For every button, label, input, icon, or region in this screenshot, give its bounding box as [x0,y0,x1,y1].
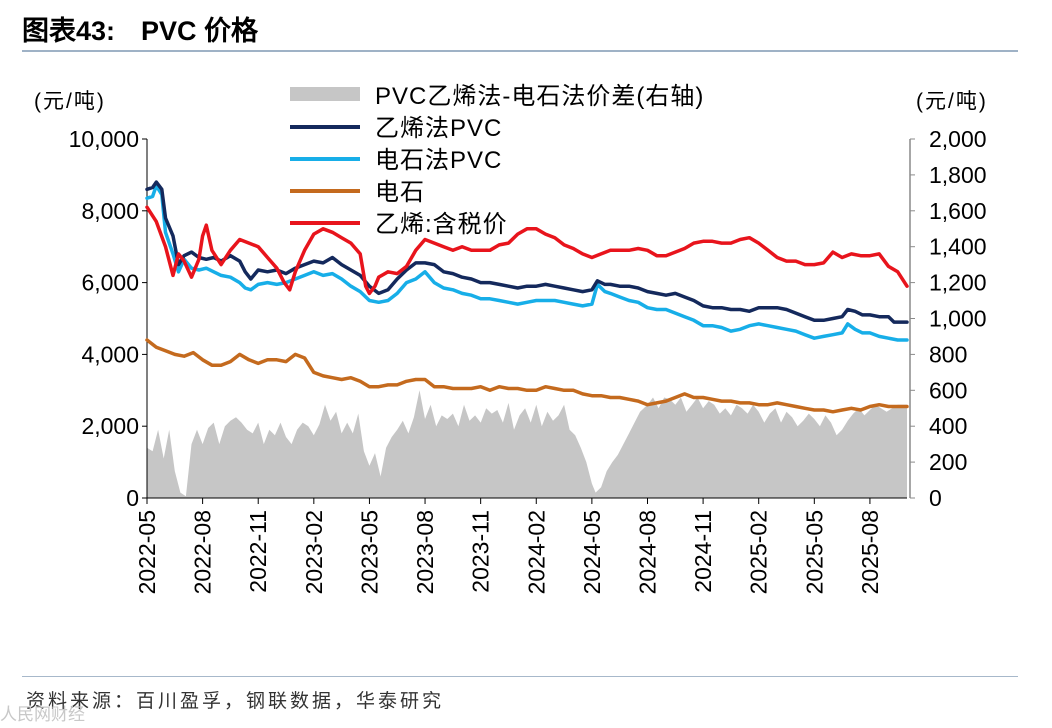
legend-label: 电石法PVC [375,147,502,174]
spread-area [147,390,907,498]
y-right-tick-label: 1,400 [929,234,987,260]
source-note: 资料来源：百川盈孚，钢联数据，华泰研究 [26,691,445,712]
x-tick-label: 2025-08 [857,510,883,594]
y-left-tick-label: 8,000 [81,198,139,224]
x-tick-label: 2025-05 [801,510,827,594]
legend-label: 电石 [375,179,425,206]
x-tick-label: 2024-11 [690,510,716,593]
spread-area-layer [147,390,907,498]
legend-label: PVC乙烯法-电石法价差(右轴) [375,83,704,110]
y-left-tick-label: 6,000 [81,270,139,296]
y-right-tick-label: 200 [929,449,967,475]
x-tick-label: 2023-02 [301,510,327,594]
y-left-tick-label: 10,000 [69,126,139,152]
legend-ethylene-pvc: 乙烯法PVC [290,115,502,142]
legend-ethylene: 乙烯:含税价 [290,211,508,238]
y-right-tick-label: 0 [929,485,942,511]
y-right-tick-label: 2,000 [929,126,987,152]
x-tick-label: 2024-05 [579,510,605,594]
y-right-tick-label: 400 [929,413,967,439]
price-lines-layer [145,180,909,414]
figure-title-text: PVC 价格 [141,15,259,46]
y-right-tick-label: 1,000 [929,306,987,332]
y-right-tick-label: 800 [929,341,967,367]
legend-label: 乙烯:含税价 [375,211,508,238]
y-left-tick-label: 0 [126,485,139,511]
x-tick-label: 2022-08 [190,510,216,594]
legend-carbide-pvc: 电石法PVC [290,147,502,174]
y-right-tick-label: 1,600 [929,198,987,224]
figure-number: 图表43: [22,15,116,46]
x-tick-label: 2023-05 [356,510,382,594]
y-right-tick-label: 1,800 [929,162,987,188]
legend-spread: PVC乙烯法-电石法价差(右轴) [290,83,704,110]
y-left-tick-label: 4,000 [81,341,139,367]
title-divider [22,50,1018,52]
y-right-tick-label: 600 [929,377,967,403]
y-left-tick-label: 2,000 [81,413,139,439]
footer-divider [22,676,1018,677]
x-tick-label: 2025-02 [746,510,772,594]
ethylene-pvc-line [145,180,909,324]
ethylene-price-line [145,205,909,296]
y-right-unit-label: (元/吨) [916,90,988,113]
axis-labels-layer: 0 2,000 4,000 6,000 8,000 10,000 0 200 400 600 800… [34,90,988,594]
x-tick-label: 2024-08 [634,510,660,594]
legend-calcium-carbide: 电石 [290,179,425,206]
carbide-pvc-line [145,183,909,342]
calcium-carbide-line [145,338,909,414]
y-right-tick-label: 1,200 [929,270,987,296]
y-left-unit-label: (元/吨) [34,90,106,113]
axes-layer [142,138,915,504]
x-tick-label: 2022-05 [134,510,160,594]
legend-swatch [290,87,360,101]
x-tick-label: 2023-11 [468,510,494,593]
x-tick-label: 2023-08 [412,510,438,594]
x-tick-label: 2022-11 [245,510,271,593]
legend-label: 乙烯法PVC [375,115,502,142]
watermark: 人民网财经 [0,705,85,724]
x-tick-label: 2024-02 [523,510,549,594]
figure-title: 图表43: PVC 价格 [22,10,258,46]
